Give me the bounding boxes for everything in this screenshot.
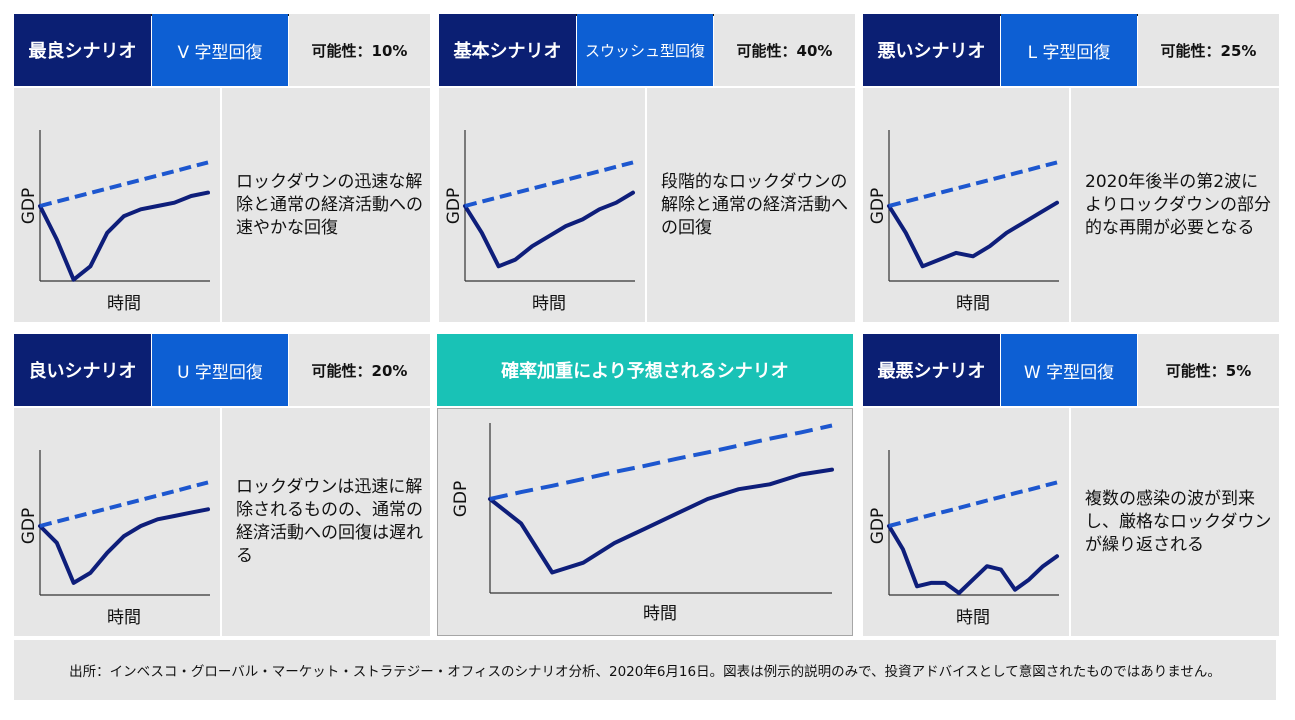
trend-line	[39, 480, 209, 528]
scenario-chart: GDP 時間	[863, 408, 1069, 636]
scenario-panel-best: 最良シナリオ V 字型回復 可能性：10% GDP 時間 ロックダウンの迅速な解除…	[14, 14, 430, 322]
gdp-line	[887, 200, 1059, 269]
probability: 可能性：20%	[289, 334, 430, 406]
scenario-name: 良いシナリオ	[14, 334, 151, 406]
trend-line	[489, 423, 833, 501]
scenario-name: 最良シナリオ	[14, 14, 151, 86]
weighted-scenario-panel: 確率加重により予想されるシナリオ GDP 時間	[437, 334, 853, 636]
y-axis-label: GDP	[451, 481, 471, 518]
scenario-panel-base: 基本シナリオ スウッシュ型回復 可能性：40% GDP 時間 段階的なロックダウン…	[439, 14, 855, 322]
scenario-chart: GDP 時間	[863, 88, 1069, 322]
y-axis-label: GDP	[868, 508, 888, 545]
x-axis-label: 時間	[956, 294, 990, 314]
recovery-shape: W 字型回復	[1001, 334, 1137, 406]
trend-line	[888, 480, 1058, 528]
recovery-shape: V 字型回復	[152, 14, 288, 86]
probability: 可能性：10%	[289, 14, 430, 86]
weighted-scenario-title: 確率加重により予想されるシナリオ	[437, 334, 853, 406]
scenario-name: 基本シナリオ	[439, 14, 576, 86]
scenario-description: ロックダウンの迅速な解除と通常の経済活動への速やかな回復	[222, 88, 430, 322]
scenario-description: 複数の感染の波が到来し、厳格なロックダウンが繰り返される	[1071, 408, 1279, 636]
scenario-chart: GDP 時間	[14, 88, 220, 322]
x-axis-label: 時間	[532, 294, 566, 314]
x-axis-label: 時間	[107, 294, 141, 314]
scenario-chart: GDP 時間	[439, 88, 645, 322]
gdp-line	[38, 507, 210, 585]
scenario-description: 段階的なロックダウンの解除と通常の経済活動への回復	[647, 88, 855, 322]
gdp-line	[488, 467, 834, 575]
scenario-panel-bad: 悪いシナリオ L 字型回復 可能性：25% GDP 時間 2020年後半の第2波に…	[863, 14, 1279, 322]
probability: 可能性：25%	[1138, 14, 1279, 86]
chart-svg: GDP 時間	[19, 450, 210, 628]
gdp-line	[887, 524, 1059, 595]
scenario-description: 2020年後半の第2波によりロックダウンの部分的な再開が必要となる	[1071, 88, 1279, 322]
chart-svg: GDP 時間	[868, 130, 1059, 314]
chart-svg: GDP 時間	[19, 130, 210, 314]
recovery-shape: スウッシュ型回復	[577, 14, 713, 86]
gdp-line	[463, 190, 635, 269]
trend-line	[888, 160, 1058, 208]
y-axis-label: GDP	[19, 508, 39, 545]
chart-svg: GDP 時間	[444, 130, 635, 314]
scenario-name: 悪いシナリオ	[863, 14, 1000, 86]
scenario-chart: GDP 時間	[14, 408, 220, 636]
chart-svg: GDP 時間	[868, 450, 1059, 628]
weighted-scenario-chart: GDP 時間	[437, 408, 853, 636]
scenario-name: 最悪シナリオ	[863, 334, 1000, 406]
x-axis-label: 時間	[107, 608, 141, 628]
probability: 可能性：5%	[1138, 334, 1279, 406]
x-axis-label: 時間	[956, 608, 990, 628]
recovery-shape: L 字型回復	[1001, 14, 1137, 86]
scenario-panel-worst: 最悪シナリオ W 字型回復 可能性：5% GDP 時間 複数の感染の波が到来し、厳…	[863, 334, 1279, 642]
scenario-description: ロックダウンは迅速に解除されるものの、通常の経済活動への回復は遅れる	[222, 408, 430, 636]
y-axis-label: GDP	[444, 188, 464, 225]
trend-line	[39, 160, 209, 208]
source-footnote: 出所：インベスコ・グローバル・マーケット・ストラテジー・オフィスのシナリオ分析、…	[14, 640, 1276, 700]
y-axis-label: GDP	[868, 188, 888, 225]
y-axis-label: GDP	[19, 188, 39, 225]
recovery-shape: U 字型回復	[152, 334, 288, 406]
trend-line	[464, 160, 634, 208]
scenario-panel-good: 良いシナリオ U 字型回復 可能性：20% GDP 時間 ロックダウンは迅速に解除…	[14, 334, 430, 642]
probability: 可能性：40%	[714, 14, 855, 86]
x-axis-label: 時間	[643, 604, 677, 624]
gdp-line	[38, 190, 210, 282]
chart-svg: GDP 時間	[451, 423, 834, 624]
